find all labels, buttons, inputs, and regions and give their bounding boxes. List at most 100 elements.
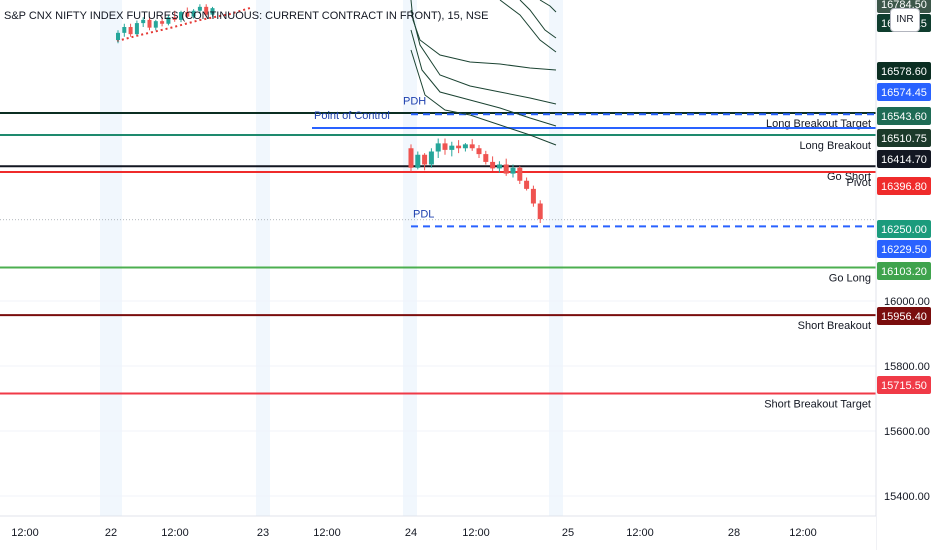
ma-curve bbox=[410, 9, 557, 105]
session-band bbox=[256, 0, 270, 516]
price-badge bbox=[877, 376, 931, 394]
candle-body bbox=[408, 148, 414, 168]
candle-body bbox=[530, 188, 536, 204]
y-tick-label: 15800.00 bbox=[884, 361, 930, 373]
candle-body bbox=[210, 8, 215, 15]
candle-body bbox=[191, 10, 196, 17]
pdl-label: PDL bbox=[413, 208, 434, 220]
candle-body bbox=[122, 27, 127, 33]
x-tick-label: 22 bbox=[105, 527, 117, 539]
price-badge-label: 16103.20 bbox=[881, 266, 927, 278]
level-label: Short Breakout Target bbox=[764, 398, 871, 410]
price-badge-label: 16578.60 bbox=[881, 66, 927, 78]
y-tick-label: 15400.00 bbox=[884, 491, 930, 503]
price-badge bbox=[877, 240, 931, 258]
candle-body bbox=[476, 148, 482, 155]
candle-body bbox=[449, 145, 455, 150]
ma-curve bbox=[519, 0, 557, 39]
y-tick-label: 15600.00 bbox=[884, 426, 930, 438]
price-badge bbox=[877, 150, 931, 168]
price-badge-label: 15715.50 bbox=[881, 380, 927, 392]
y-tick-label: 16000.00 bbox=[884, 296, 930, 308]
chart-title: S&P CNX NIFTY INDEX FUTURES (CONTINUOUS:… bbox=[4, 10, 489, 22]
candle-body bbox=[166, 17, 171, 24]
candle-body bbox=[496, 164, 502, 169]
price-badge bbox=[877, 129, 931, 147]
candle-body bbox=[172, 17, 177, 20]
candle-body bbox=[134, 23, 139, 35]
price-badge bbox=[877, 307, 931, 325]
candle-body bbox=[415, 154, 421, 168]
candle-body bbox=[490, 161, 496, 169]
ma-curve bbox=[410, 49, 557, 146]
price-badge-label: 16414.70 bbox=[881, 154, 927, 166]
price-badge bbox=[877, 220, 931, 238]
candle-body bbox=[462, 144, 468, 149]
ma-curve bbox=[499, 0, 557, 53]
candle-body bbox=[524, 180, 530, 189]
x-tick-label: 12:00 bbox=[462, 527, 490, 539]
session-band bbox=[549, 0, 563, 516]
session-band bbox=[100, 0, 122, 516]
x-tick-label: 12:00 bbox=[11, 527, 39, 539]
trend-line bbox=[116, 7, 251, 42]
candle-body bbox=[483, 154, 489, 162]
candle-body bbox=[128, 27, 133, 35]
candle-body bbox=[147, 19, 152, 28]
candle-body bbox=[503, 164, 509, 174]
candle-body bbox=[160, 21, 165, 24]
level-label: Long Breakout bbox=[799, 140, 871, 152]
candle-body bbox=[510, 167, 516, 174]
price-badge bbox=[877, 83, 931, 101]
price-badge-label: 16229.50 bbox=[881, 244, 927, 256]
level-label: Go Short bbox=[827, 171, 871, 183]
candle-body bbox=[116, 32, 120, 40]
x-tick-label: 12:00 bbox=[161, 527, 189, 539]
candle-body bbox=[456, 145, 462, 149]
price-badge bbox=[877, 177, 931, 195]
ma-curve bbox=[539, 0, 557, 13]
price-badge-label: 15956.40 bbox=[881, 311, 927, 323]
price-badge-label: 16784.50 bbox=[881, 0, 927, 11]
candle-body bbox=[428, 151, 434, 165]
price-badge-label: 16250.00 bbox=[881, 224, 927, 236]
candle-body bbox=[153, 21, 158, 28]
candle-body bbox=[442, 143, 448, 150]
level-label: Go Long bbox=[829, 272, 871, 284]
candle-body bbox=[141, 19, 146, 24]
candle-body bbox=[204, 6, 209, 15]
x-tick-label: 24 bbox=[405, 527, 417, 539]
price-badge-label: 16543.60 bbox=[881, 111, 927, 123]
price-badge-label: 16574.45 bbox=[881, 87, 927, 99]
candle-body bbox=[185, 12, 190, 17]
price-badge-label: 16510.75 bbox=[881, 133, 927, 145]
candle-body bbox=[197, 6, 202, 11]
x-tick-label: 25 bbox=[562, 527, 574, 539]
price-badge bbox=[877, 62, 931, 80]
candle-body bbox=[517, 167, 523, 181]
ma-curve bbox=[410, 29, 557, 127]
candle-body bbox=[179, 12, 183, 20]
price-badge bbox=[877, 262, 931, 280]
currency-badge[interactable]: INR bbox=[890, 8, 920, 32]
level-label: Short Breakout bbox=[798, 320, 871, 332]
price-badge bbox=[877, 107, 931, 125]
level-label: Long Breakout Target bbox=[766, 118, 871, 130]
x-tick-label: 28 bbox=[728, 527, 740, 539]
session-band bbox=[403, 0, 417, 516]
x-tick-label: 12:00 bbox=[313, 527, 341, 539]
x-tick-label: 12:00 bbox=[789, 527, 817, 539]
candle-body bbox=[435, 143, 441, 152]
level-label: Pivot bbox=[847, 177, 871, 189]
time-axis-bg bbox=[0, 516, 876, 550]
candle-body bbox=[469, 144, 475, 149]
price-badge-label: 16396.80 bbox=[881, 181, 927, 193]
candle-body bbox=[537, 203, 543, 220]
x-tick-label: 12:00 bbox=[626, 527, 654, 539]
poc-label: Point of Control bbox=[314, 110, 390, 122]
pdh-label: PDH bbox=[403, 95, 426, 107]
x-tick-label: 23 bbox=[257, 527, 269, 539]
candle-body bbox=[422, 154, 428, 165]
